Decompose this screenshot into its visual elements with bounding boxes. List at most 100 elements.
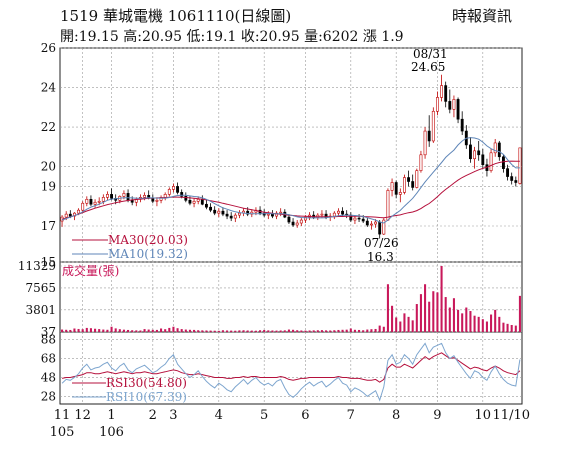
volume-bar [246, 330, 249, 332]
volume-bar [98, 329, 101, 332]
candle-body [101, 197, 105, 202]
candle-body [481, 154, 485, 165]
month-label: 6 [301, 408, 309, 423]
month-label: 9 [433, 408, 441, 423]
volume-label: 成交量(張) [62, 263, 119, 278]
candlestick [365, 218, 369, 227]
candle-body [89, 199, 93, 205]
rsi-legend: RSI30(54.80) RSI10(67.39) [72, 376, 187, 404]
candlestick [167, 187, 171, 197]
candlestick [497, 140, 501, 161]
volume-bar [234, 330, 237, 332]
volume-bar [518, 295, 521, 332]
volume-bar [184, 329, 187, 332]
candle-body [415, 170, 419, 188]
candlestick [93, 199, 97, 209]
price-tick-label: 26 [41, 41, 56, 55]
candlestick [506, 164, 509, 181]
candlestick [477, 140, 481, 161]
candlestick [200, 195, 204, 206]
volume-bar [131, 330, 134, 332]
volume-bar [275, 330, 278, 332]
volume-bar [151, 329, 154, 332]
rsi-panel [59, 331, 523, 405]
month-label: 11/10 [493, 408, 530, 423]
volume-bar [61, 329, 64, 332]
candle-body [151, 198, 155, 202]
candlestick [469, 137, 472, 163]
candle-body [357, 217, 361, 220]
candle-body [188, 199, 192, 204]
candle-body [279, 211, 283, 214]
volume-bar [65, 329, 68, 332]
candle-body [217, 210, 221, 214]
volume-bar [135, 330, 138, 332]
volume-bar [73, 328, 76, 332]
candlestick [460, 111, 464, 136]
volume-bar [143, 329, 146, 332]
rsi10-legend: RSI10(67.39) [106, 390, 187, 404]
month-gridlines [82, 48, 484, 404]
volume-bar [490, 314, 493, 332]
rsi-tick-label: 88 [41, 333, 56, 347]
candlestick [502, 154, 505, 173]
candle-body [444, 85, 448, 102]
candle-body [229, 215, 233, 219]
candle-body [233, 214, 237, 219]
volume-bar [263, 329, 266, 332]
candlestick [192, 198, 196, 208]
volume-bar [399, 321, 402, 332]
candle-body [200, 199, 204, 205]
volume-bar [444, 297, 447, 332]
volume-bar [436, 292, 439, 332]
candle-body [205, 203, 208, 208]
candle-body [390, 182, 394, 191]
volume-bar [296, 330, 299, 332]
candlestick [518, 147, 522, 185]
volume-bars [61, 266, 521, 332]
candle-body [506, 168, 509, 177]
volume-bar [254, 330, 257, 332]
volume-bar [250, 330, 253, 332]
volume-bar [419, 294, 422, 332]
candlestick [238, 210, 241, 219]
candlestick [299, 218, 303, 226]
candle-body [85, 199, 89, 204]
candlestick [464, 125, 468, 149]
candlestick [81, 201, 85, 213]
volume-bar [506, 323, 509, 332]
candlestick [242, 208, 245, 217]
volume-bar [481, 319, 484, 332]
ma10-legend: MA10(19.32) [108, 247, 188, 261]
candlestick [431, 107, 435, 143]
candle-body [225, 213, 229, 217]
candle-body [130, 199, 134, 203]
volume-tick-label: 3801 [25, 303, 56, 317]
candlestick [427, 115, 431, 147]
high-annotation: 08/31 24.65 [411, 47, 448, 74]
candle-body [266, 213, 270, 216]
candlestick [341, 207, 344, 217]
candlestick [514, 176, 518, 187]
volume-bar [94, 328, 97, 332]
volume-bar [391, 305, 394, 332]
candle-body [493, 142, 497, 154]
candlestick [229, 212, 233, 222]
low-value: 16.3 [367, 250, 394, 264]
candlestick [287, 214, 291, 225]
volume-y-ticks: 37 3801 7565 11329 [18, 259, 56, 339]
candle-body [403, 177, 406, 193]
candle-body [291, 221, 295, 226]
volume-bar [155, 329, 158, 332]
volume-bar [485, 321, 488, 332]
candle-body [341, 210, 344, 215]
candle-body [176, 186, 179, 193]
month-label: 7 [347, 408, 355, 423]
rsi-tick-label: 28 [41, 389, 56, 403]
candlestick [415, 168, 419, 189]
volume-bar [242, 330, 245, 332]
candle-body [374, 221, 377, 225]
volume-bar [188, 329, 191, 332]
price-tick-label: 19 [41, 179, 56, 193]
